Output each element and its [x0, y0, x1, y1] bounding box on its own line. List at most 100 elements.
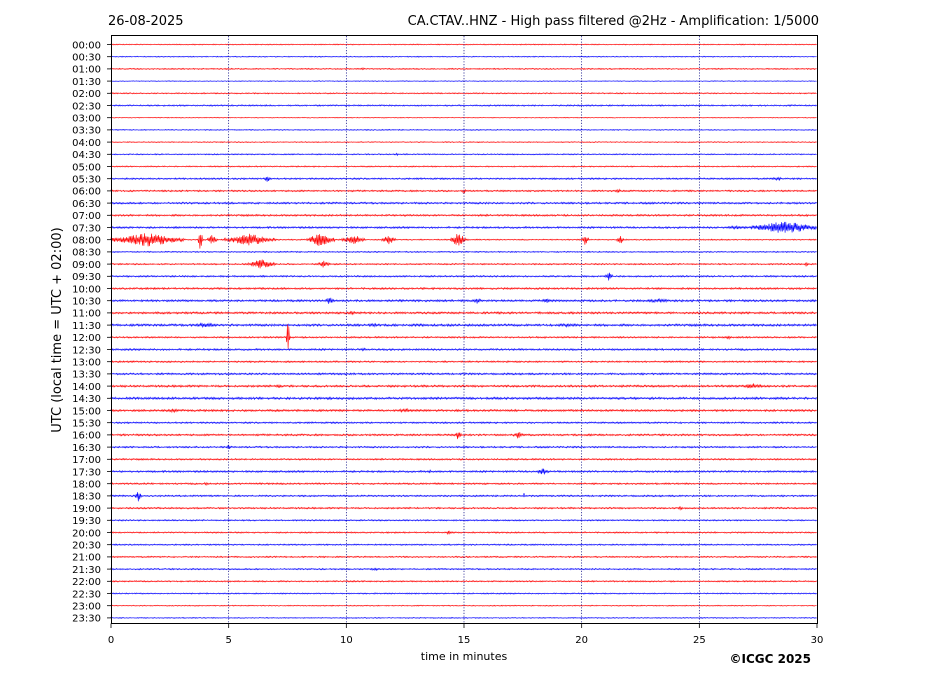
trace-04:00: [110, 141, 817, 144]
row-label: 12:00: [72, 333, 101, 344]
trace-15:00: [110, 407, 817, 414]
row-label: 08:30: [72, 248, 101, 259]
row-label: 11:00: [72, 309, 101, 320]
x-axis-ticks: 0 5 10 15 20 25 30: [108, 623, 824, 646]
trace-06:00: [110, 188, 817, 194]
row-label: 13:30: [72, 370, 101, 381]
row-label: 08:00: [72, 236, 101, 247]
x-tick-label: 10: [340, 635, 353, 646]
row-label: 15:30: [72, 419, 101, 430]
trace-03:00: [110, 116, 817, 119]
row-label: 06:30: [72, 199, 101, 210]
row-label: 01:00: [72, 65, 101, 76]
row-label: 18:30: [72, 492, 101, 503]
trace-02:30: [110, 104, 817, 107]
trace-02:00: [110, 91, 817, 95]
trace-16:00: [110, 432, 817, 440]
x-tick-label: 30: [811, 635, 824, 646]
row-label: 07:00: [72, 211, 101, 222]
row-label: 21:00: [72, 553, 101, 564]
trace-14:30: [110, 396, 817, 401]
row-label: 23:30: [72, 614, 101, 625]
x-tick-label: 0: [108, 635, 114, 646]
row-label: 05:30: [72, 175, 101, 186]
row-label: 20:00: [72, 528, 101, 539]
trace-01:00: [110, 67, 817, 71]
row-label: 14:30: [72, 394, 101, 405]
row-label: 23:00: [72, 602, 101, 613]
trace-16:30: [110, 444, 817, 450]
trace-12:00: [110, 324, 817, 349]
row-label: 01:30: [72, 77, 101, 88]
minute-gridlines: [228, 36, 700, 623]
row-label: 00:00: [72, 40, 101, 51]
row-label: 11:30: [72, 321, 101, 332]
trace-07:00: [110, 213, 817, 217]
trace-22:30: [110, 592, 817, 595]
y-axis-label: UTC (local time = UTC + 02:00): [50, 227, 65, 432]
row-label: 07:30: [72, 223, 101, 234]
x-tick-label: 25: [693, 635, 706, 646]
copyright-label: ©ICGC 2025: [729, 652, 811, 666]
row-label: 14:00: [72, 382, 101, 393]
date-label: 26-08-2025: [108, 14, 184, 29]
row-label: 15:00: [72, 406, 101, 417]
x-tick-label: 15: [458, 635, 471, 646]
trace-10:30: [110, 297, 817, 304]
x-tick-label: 5: [225, 635, 231, 646]
trace-15:30: [110, 421, 817, 425]
trace-14:00: [110, 383, 817, 389]
trace-11:30: [110, 322, 817, 329]
trace-layer: [110, 43, 817, 619]
row-label: 05:00: [72, 162, 101, 173]
row-label: 21:30: [72, 565, 101, 576]
trace-13:00: [110, 360, 817, 364]
row-label: 03:00: [72, 114, 101, 125]
trace-09:00: [110, 259, 817, 269]
row-label: 10:00: [72, 284, 101, 295]
trace-23:00: [110, 604, 817, 607]
trace-04:30: [110, 152, 817, 157]
row-label: 19:30: [72, 516, 101, 527]
trace-18:00: [110, 481, 817, 487]
trace-17:30: [110, 468, 817, 475]
row-label: 22:30: [72, 589, 101, 600]
trace-23:30: [110, 616, 817, 619]
row-label: 19:00: [72, 504, 101, 515]
trace-10:00: [110, 286, 817, 291]
row-label: 09:00: [72, 260, 101, 271]
trace-01:30: [110, 80, 817, 82]
row-label: 17:30: [72, 467, 101, 478]
row-label: 16:00: [72, 431, 101, 442]
trace-21:00: [110, 555, 817, 559]
trace-18:30: [110, 492, 817, 502]
trace-09:30: [110, 272, 817, 281]
trace-20:30: [110, 543, 817, 547]
trace-11:00: [110, 310, 817, 316]
row-label: 12:30: [72, 345, 101, 356]
trace-21:30: [110, 567, 817, 572]
plot-frame: [111, 35, 818, 624]
trace-08:00: [110, 233, 817, 249]
row-label: 13:00: [72, 358, 101, 369]
chart-title: CA.CTAV..HNZ - High pass filtered @2Hz -…: [408, 14, 819, 29]
trace-05:30: [110, 176, 817, 182]
row-label: 06:00: [72, 187, 101, 198]
trace-07:30: [110, 221, 817, 233]
trace-13:30: [110, 372, 817, 376]
trace-12:30: [110, 347, 817, 352]
trace-00:30: [110, 55, 817, 58]
trace-19:30: [110, 518, 817, 522]
trace-00:00: [110, 43, 817, 46]
trace-05:00: [110, 165, 817, 168]
trace-22:00: [110, 579, 817, 583]
x-axis-label: time in minutes: [421, 650, 508, 663]
trace-20:00: [110, 530, 817, 535]
row-label: 10:30: [72, 297, 101, 308]
row-label: 04:00: [72, 138, 101, 149]
row-label: 17:00: [72, 455, 101, 466]
trace-19:00: [110, 505, 817, 511]
row-label: 00:30: [72, 53, 101, 64]
